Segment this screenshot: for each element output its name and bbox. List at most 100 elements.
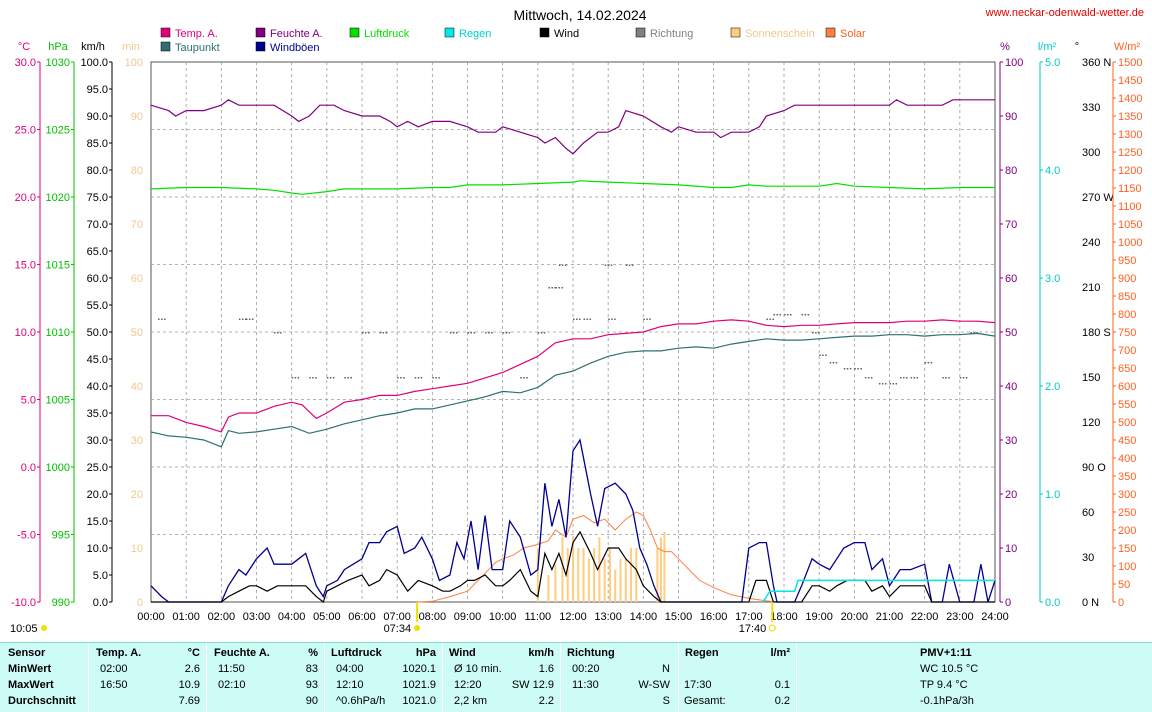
series-windb-en	[150, 438, 996, 603]
legend-label: Temp. A.	[175, 28, 218, 40]
solar-tick-label: 1200	[1118, 165, 1142, 177]
stats-cell: 17:30	[684, 679, 712, 691]
site-link[interactable]: www.neckar-odenwald-wetter.de	[985, 7, 1144, 19]
sun-tick-label: 10	[131, 543, 143, 555]
direction-point	[158, 318, 160, 320]
time-tick-label: 20:00	[841, 611, 869, 623]
solar-tick-label: 950	[1118, 255, 1136, 267]
wind-tick-label: 85.0	[87, 138, 108, 150]
unit-pressure: hPa	[48, 41, 68, 53]
legend-label: Wind	[554, 28, 579, 40]
time-tick-label: 08:00	[419, 611, 447, 623]
direction-point	[579, 318, 581, 320]
legend-swatch	[160, 27, 171, 38]
time-tick-label: 05:00	[313, 611, 341, 623]
stats-cell: 1021.9	[402, 679, 436, 691]
direction-point	[867, 377, 870, 379]
stats-cell: PMV+1:11	[920, 647, 972, 659]
stats-cell: %	[308, 647, 318, 659]
series-taupunkt	[150, 332, 996, 448]
direction-point	[614, 318, 616, 320]
direction-point	[554, 287, 556, 289]
direction-point	[962, 377, 965, 379]
sunrise-icon	[414, 625, 421, 631]
stats-cell: W-SW	[638, 679, 670, 691]
unit-solar: W/m²	[1114, 41, 1141, 53]
legend-swatch	[635, 27, 646, 38]
dir-tick-label: 330	[1082, 102, 1100, 114]
series-feuchte-a-	[150, 99, 995, 155]
stats-cell: MinWert	[8, 663, 52, 675]
stats-separator	[206, 643, 207, 712]
stats-cell: Sensor	[8, 647, 46, 659]
direction-point	[438, 377, 440, 379]
direction-point	[610, 264, 613, 266]
wind-tick-label: 100.0	[80, 57, 108, 69]
stats-separator	[324, 643, 325, 712]
direction-point	[414, 377, 417, 379]
unit-temp: °C	[18, 41, 30, 53]
stats-cell: 02:10	[218, 679, 246, 691]
direction-point	[913, 377, 916, 379]
direction-point	[773, 314, 775, 316]
direction-point	[294, 377, 297, 379]
solar-tick-label: 450	[1118, 435, 1136, 447]
stats-cell: 10.9	[178, 679, 200, 691]
series-solar	[418, 511, 778, 603]
dir-tick-label: 210	[1082, 282, 1100, 294]
time-tick-label: 17:00	[735, 611, 763, 623]
solar-tick-label: 200	[1118, 525, 1136, 537]
wind-tick-label: 35.0	[87, 408, 108, 420]
stats-separator	[678, 643, 679, 712]
series-wind	[151, 530, 995, 603]
temp-tick-label: 10.0	[15, 327, 36, 339]
stats-cell: 16:50	[100, 679, 128, 691]
direction-point	[548, 287, 550, 289]
time-tick-label: 11:00	[524, 611, 551, 623]
sun-tick-label: 30	[131, 435, 143, 447]
sun-tick-label: 20	[131, 489, 143, 501]
direction-point	[829, 362, 832, 364]
direction-point	[526, 377, 528, 379]
direction-point	[628, 264, 631, 266]
rain-tick-label: 2.0	[1045, 381, 1060, 393]
direction-point	[976, 332, 978, 334]
stats-cell: MaxWert	[8, 679, 54, 691]
legend-label: Solar	[840, 28, 866, 40]
unit-sun: min	[122, 41, 140, 53]
wind-tick-label: 5.0	[93, 570, 108, 582]
direction-point	[455, 332, 458, 334]
time-tick-label: 16:00	[700, 611, 728, 623]
direction-point	[277, 332, 279, 334]
weather-chart: Mittwoch, 14.02.2024 www.neckar-odenwald…	[10, 7, 1144, 635]
direction-point	[491, 332, 493, 334]
direction-point	[965, 377, 968, 379]
stats-cell: 1021.0	[402, 695, 436, 707]
temp-tick-label: 0.0	[21, 462, 36, 474]
direction-point	[857, 368, 859, 370]
direction-point	[948, 377, 950, 379]
solar-tick-label: 800	[1118, 309, 1136, 321]
direction-point	[573, 318, 575, 320]
solar-tick-label: 1300	[1118, 129, 1142, 141]
direction-point	[849, 368, 852, 370]
direction-point	[649, 318, 651, 320]
direction-point	[561, 264, 564, 266]
time-tick-label: 18:00	[770, 611, 798, 623]
time-tick-label: 15:00	[665, 611, 693, 623]
dir-tick-label: 240	[1082, 237, 1100, 249]
now-marker-label: 10:05	[10, 623, 38, 635]
wind-tick-label: 10.0	[87, 543, 108, 555]
direction-point	[329, 377, 332, 379]
axis-units: °C hPa km/h min % l/m² ° W/m²	[18, 41, 1141, 53]
solar-tick-label: 1050	[1118, 219, 1142, 231]
series-temp-a-	[151, 319, 996, 433]
direction-point	[523, 377, 525, 379]
humidity-tick-label: 10	[1005, 543, 1017, 555]
direction-point	[505, 332, 508, 334]
stats-cell: Regen	[685, 647, 719, 659]
direction-point	[611, 318, 613, 320]
humidity-tick-label: 80	[1005, 165, 1017, 177]
direction-point	[238, 318, 241, 320]
dir-tick-label: 360 N	[1082, 57, 1111, 69]
